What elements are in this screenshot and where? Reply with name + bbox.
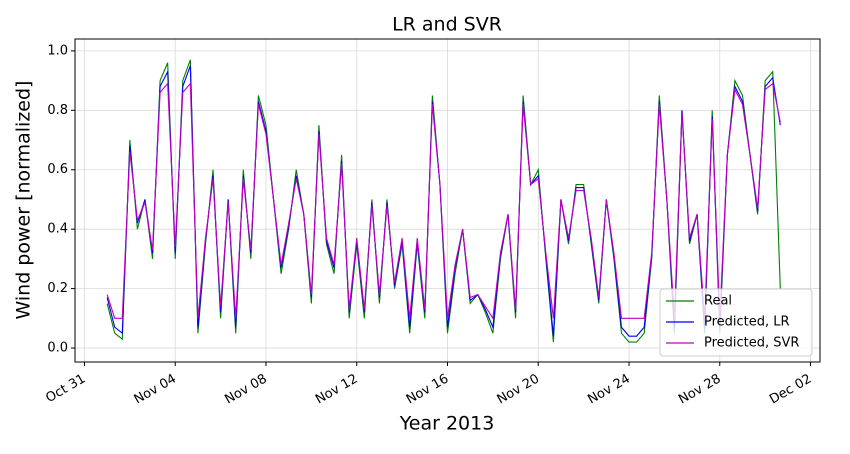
x-tick-label: Nov 04 (132, 372, 179, 408)
x-tick-label: Nov 12 (313, 372, 360, 408)
chart-title: LR and SVR (392, 14, 502, 36)
legend: Real Predicted, LR Predicted, SVR (659, 288, 813, 357)
x-tick-label: Oct 31 (43, 372, 88, 407)
x-tick-label: Nov 24 (585, 372, 632, 408)
y-tick-label: 0.2 (47, 281, 68, 296)
x-tick-label: Nov 08 (222, 372, 269, 408)
x-tick-label: Nov 28 (676, 372, 723, 408)
y-tick-label: 0.0 (47, 341, 68, 356)
y-axis-label: Wind power [normalized] (13, 81, 35, 320)
y-tick-label: 0.8 (47, 103, 68, 118)
y-tick-label: 0.4 (47, 222, 68, 237)
plot-frame (74, 38, 821, 363)
y-tick-label: 0.6 (47, 162, 68, 177)
x-tick-label: Nov 20 (495, 372, 542, 408)
x-axis-label: Year 2013 (399, 413, 495, 435)
legend-box (659, 288, 813, 357)
legend-label: Predicted, LR (704, 315, 790, 330)
y-tick-label: 1.0 (47, 43, 68, 58)
series-line (106, 82, 781, 320)
x-tick-label: Dec 02 (767, 372, 814, 408)
legend-label: Predicted, SVR (704, 336, 799, 351)
legend-label: Real (704, 294, 732, 309)
x-tick-label: Nov 16 (404, 372, 451, 408)
